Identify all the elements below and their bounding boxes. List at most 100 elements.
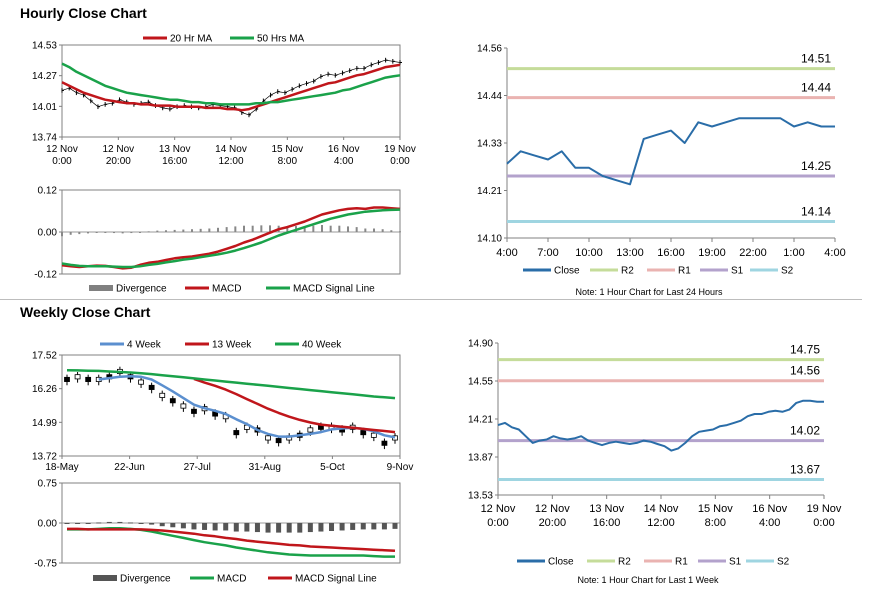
hourly-price-close-line [61,59,401,116]
weekly-week-legend-Close-label: Close [548,557,574,568]
hourly-price-series-20 Hr MA [61,63,401,112]
hourly-macd-divergence-bar [355,227,358,232]
weekly-macd-divergence-bar [381,523,387,530]
weekly-price-x-label: 18-May [45,462,78,473]
hourly-macd-divergence-bar [130,232,133,234]
weekly-price-candle [148,384,155,390]
weekly-price-candle [370,432,377,438]
hourly-24h-y-tick-label: 14.33 [477,139,502,150]
weekly-macd-legend-signal-swatch [268,576,292,580]
weekly-macd-divergence-bar [170,523,176,528]
hourly-macd-divergence-bar [139,232,141,233]
weekly-macd-divergence-bar [360,523,366,530]
hourly-macd-divergence-bar [312,225,315,232]
weekly-week-note: Note: 1 Hour Chart for Last 1 Week [578,575,719,585]
weekly-macd-divergence-bar [350,523,356,530]
hourly-24h-legend-S1-label: S1 [731,266,744,277]
hourly-24h-level-label-R1: 14.44 [801,81,831,95]
weekly-week-y-tick-label: 14.21 [468,415,493,426]
weekly-macd-divergence-bar [392,523,398,529]
weekly-macd-divergence-bar [212,523,218,531]
weekly-week-x-label: 15 Nov [698,503,733,515]
weekly-price-y-tick-label: 16.26 [32,384,57,395]
weekly-price-candle [307,427,314,433]
weekly-price-candle [180,403,187,409]
hourly-macd-legend-signal-swatch [266,286,290,290]
weekly-week-x-label-time: 0:00 [813,517,834,529]
hourly-macd-divergence-bar [390,230,393,232]
hourly-macd-divergence-bar [269,225,271,232]
hourly-macd-divergence-bar [61,232,63,237]
weekly-week-y-tick-label: 14.55 [468,377,493,388]
weekly-macd-divergence-bar [286,523,292,533]
hourly-macd-legend-divergence-label: Divergence [116,284,167,295]
weekly-macd-divergence-bar [106,521,112,523]
hourly-24h-note: Note: 1 Hour Chart for Last 24 Hours [575,287,723,297]
weekly-week-x-label: 13 Nov [589,503,624,515]
weekly-macd-y-tick-label: 0.00 [38,519,58,530]
hourly-macd-series-MACD Signal Line [61,208,401,269]
hourly-24h-legend-S2-label: S2 [781,266,794,277]
hourly-price-x-label-time: 16:00 [162,156,187,167]
hourly-price-x-label: 16 Nov [328,144,360,155]
hourly-macd-divergence-bar [364,228,367,232]
hourly-macd-legend-signal-label: MACD Signal Line [293,284,375,295]
hourly-price-x-label-time: 20:00 [106,156,131,167]
hourly-24h-legend-R1-swatch [647,268,675,272]
hourly-macd-divergence-bar [321,225,323,232]
weekly-price-candle [360,430,367,436]
hourly-price-x-label-time: 8:00 [278,156,298,167]
hourly-macd-divergence-bar [243,225,245,232]
weekly-week-x-label-time: 4:00 [759,517,780,529]
weekly-price-x-label: 31-Aug [249,462,281,473]
hourly-macd-divergence-bar [87,232,89,234]
hourly-price-plot [61,44,401,138]
weekly-macd-divergence-bar [276,523,282,533]
weekly-price-candle [64,376,70,382]
weekly-price-legend-4wk-label: 4 Week [127,340,162,351]
weekly-macd-divergence-bar [297,523,303,533]
hourly-24h-y-tick-label: 14.21 [477,186,502,197]
weekly-macd-series-MACD Signal Line [67,527,396,552]
hourly-24h-legend-R1-label: R1 [678,266,691,277]
hourly-macd-divergence-bar [121,232,124,234]
hourly-price-series-50 Hrs MA [61,62,401,106]
hourly-price-x-label: 12 Nov [102,144,134,155]
weekly-price-candle [138,379,144,385]
hourly-price-x-label-time: 12:00 [218,156,243,167]
weekly-week-x-label-time: 16:00 [593,517,621,529]
weekly-price-plot [61,354,401,457]
weekly-week-legend-R1-swatch [644,559,672,563]
weekly-macd-legend-divergence-label: Divergence [120,574,171,585]
weekly-week-y-tick-label: 13.53 [468,491,493,502]
weekly-macd-divergence-bar [329,523,335,531]
weekly-week-level-label-R1: 14.56 [790,364,820,378]
hourly-price-y-tick-label: 14.27 [32,71,57,82]
hourly-macd-divergence-bar [347,226,349,232]
hourly-24h-x-label: 13:00 [616,247,644,259]
hourly-macd-divergence-bar [165,230,167,232]
hourly-macd-legend-divergence-swatch [89,285,113,291]
hourly-24h-level-label-S1: 14.25 [801,159,831,173]
hourly-macd-divergence-bar [113,232,115,234]
weekly-macd-series-MACD [67,527,395,558]
hourly-price-legend-20hr-label: 20 Hr MA [170,34,213,45]
weekly-week-legend-R1-label: R1 [675,557,688,568]
hourly-price-y-tick-label: 14.01 [32,102,57,113]
hourly-macd-divergence-bar [225,227,228,232]
weekly-week-legend-R2-swatch [587,559,615,563]
weekly-macd-divergence-bar [233,523,239,532]
weekly-week-x-label-time: 8:00 [705,517,726,529]
weekly-macd-divergence-bar [138,523,144,524]
hourly-24h-level-label-R2: 14.51 [801,52,831,66]
weekly-price-y-tick-label: 14.99 [32,418,57,429]
hourly-macd-divergence-bar [69,232,72,235]
hourly-24h-level-label-S2: 14.14 [801,204,831,218]
weekly-macd-divergence-bar [191,523,197,530]
hourly-macd-divergence-bar [156,230,159,232]
hourly-price-y-tick-label: 14.53 [32,41,57,52]
weekly-price-x-label: 22-Jun [114,462,145,473]
hourly-macd-divergence-bar [329,225,332,232]
weekly-week-x-label: 12 Nov [535,503,570,515]
weekly-price-legend-40wk-label: 40 Week [302,340,342,351]
